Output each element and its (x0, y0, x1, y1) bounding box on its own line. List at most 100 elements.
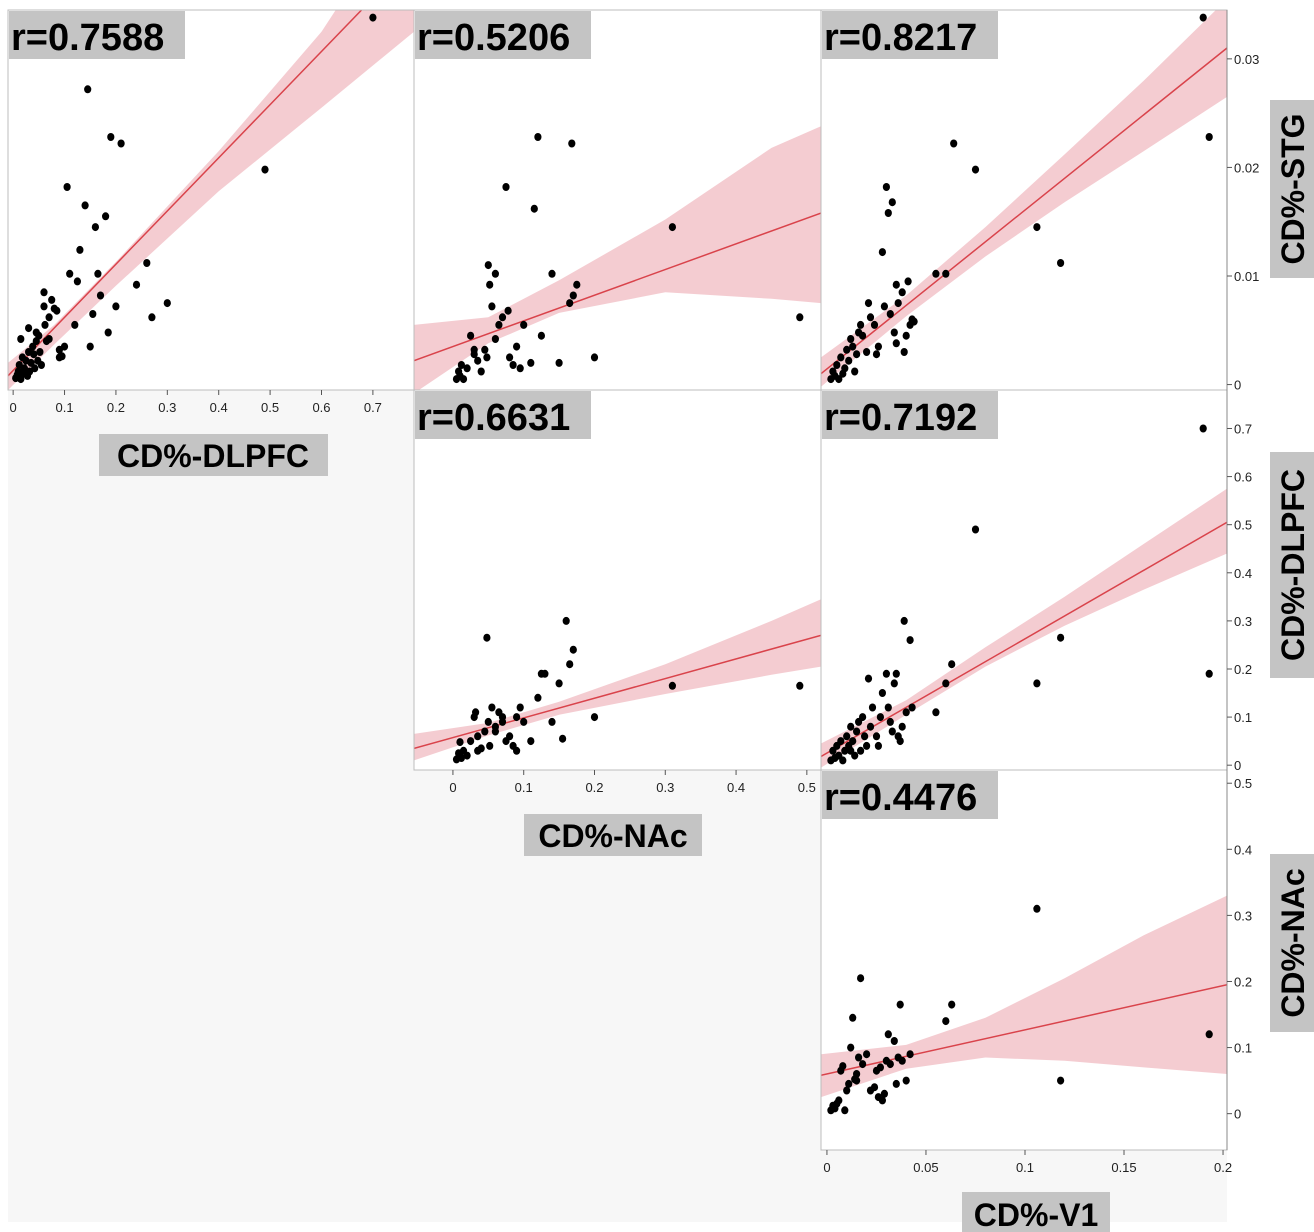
data-point (17, 335, 25, 343)
y-tick-label: 0.02 (1234, 160, 1259, 175)
data-point (41, 320, 49, 329)
data-point (107, 133, 115, 141)
data-point (143, 259, 151, 267)
data-point (839, 756, 847, 765)
data-point (463, 364, 471, 373)
data-point (876, 713, 885, 722)
data-point (870, 1083, 879, 1092)
data-point (569, 645, 577, 654)
correlation-label-bg (9, 11, 185, 59)
data-point (86, 342, 94, 351)
data-point (888, 198, 896, 207)
data-point (971, 525, 980, 534)
data-point (890, 679, 898, 688)
data-point (878, 689, 887, 697)
data-point (474, 356, 482, 365)
y-tick-label: 0.4 (1234, 566, 1252, 581)
data-point (1199, 13, 1207, 22)
data-point (863, 1050, 871, 1059)
panel-dlpfc-vs-stg: r=0.7588 (7, 9, 415, 391)
data-point (486, 741, 494, 750)
data-point (668, 223, 677, 232)
data-point (878, 248, 887, 257)
data-point (902, 708, 910, 717)
data-point (569, 291, 577, 300)
panel-plot-area (414, 126, 821, 390)
data-point (537, 331, 546, 340)
data-point (40, 288, 48, 297)
data-point (857, 746, 865, 755)
x-axis-title-nac-bg (524, 814, 702, 856)
data-point (843, 1086, 851, 1095)
data-point (886, 717, 894, 726)
x-tick-label: 0.7 (364, 400, 382, 415)
data-point (861, 732, 869, 741)
y-tick-label: 0.2 (1234, 662, 1252, 677)
y-tick-label: 0 (1234, 378, 1241, 393)
data-point (898, 1056, 906, 1065)
x-axis-title-nac-group: CD%-NAc (524, 814, 702, 856)
data-point (53, 306, 61, 315)
data-point (590, 713, 599, 722)
x-tick-label: 0.2 (585, 780, 603, 795)
data-point (900, 616, 908, 625)
data-point (483, 353, 491, 362)
data-point (32, 328, 40, 337)
data-point (845, 1079, 853, 1088)
data-point (481, 345, 489, 354)
data-point (847, 722, 855, 731)
data-point (568, 139, 576, 148)
data-point (457, 361, 465, 369)
data-point (573, 280, 581, 289)
data-point (868, 703, 877, 712)
data-point (942, 269, 950, 278)
data-point (71, 320, 79, 329)
y-tick-label: 0.1 (1234, 710, 1252, 725)
data-point (847, 335, 855, 343)
data-point (796, 681, 804, 690)
y-axis-title-nac-bg (1270, 854, 1314, 1032)
y-tick-label: 0.3 (1234, 614, 1252, 629)
data-point (534, 133, 542, 141)
data-point (530, 204, 538, 213)
data-point (948, 1000, 956, 1009)
panel-plot-area (8, 10, 414, 390)
data-point (63, 183, 71, 191)
data-point (472, 708, 480, 717)
data-point (932, 708, 940, 717)
data-point (60, 342, 69, 351)
data-point (890, 1037, 898, 1045)
correlation-label-bg (415, 11, 591, 59)
data-point (96, 291, 105, 300)
data-point (878, 1096, 887, 1105)
correlation-label: r=0.4476 (824, 777, 977, 819)
data-point (37, 361, 46, 369)
data-point (837, 353, 845, 362)
data-point (84, 85, 92, 94)
data-point (527, 737, 535, 746)
data-point (841, 1106, 849, 1115)
data-point (942, 679, 950, 688)
correlation-label: r=0.5206 (417, 17, 570, 59)
data-point (853, 1070, 861, 1078)
data-point (882, 669, 891, 678)
x-tick-label: 0.1 (515, 780, 533, 795)
x-tick-label: 0.15 (1111, 1160, 1136, 1175)
data-point (541, 669, 549, 678)
data-point (847, 1043, 855, 1052)
data-point (835, 1096, 843, 1105)
y-axis-title-nac-group: CD%-NAc (1270, 854, 1314, 1032)
data-point (48, 295, 56, 304)
data-point (849, 342, 857, 351)
x-tick-label: 0.2 (107, 400, 125, 415)
data-point (527, 358, 535, 367)
data-point (491, 727, 499, 736)
data-point (866, 313, 875, 322)
data-point (484, 717, 492, 726)
data-point (506, 732, 514, 741)
data-point (562, 616, 570, 625)
data-point (870, 320, 879, 329)
y-axis-title-stg: CD%-STG (1275, 113, 1311, 264)
data-point (474, 732, 482, 741)
